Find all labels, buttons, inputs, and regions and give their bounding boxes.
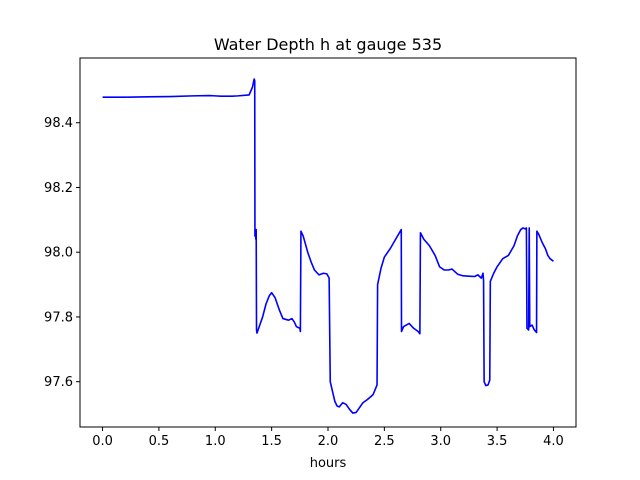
x-tick-label: 2.5 [374,434,395,449]
x-axis: 0.0 0.5 1.0 1.5 2.0 2.5 3.0 3.5 4.0 [92,427,564,449]
x-tick-label: 1.5 [261,434,282,449]
y-tick-label: 98.0 [44,246,73,261]
x-tick-label: 4.0 [543,434,564,449]
plot-area [102,78,554,414]
y-tick-label: 98.2 [44,181,73,196]
y-axis: 97.6 97.8 98.0 98.2 98.4 [44,116,80,390]
y-tick-label: 98.4 [44,116,73,131]
x-tick-label: 3.5 [487,434,508,449]
chart-title: Water Depth h at gauge 535 [214,35,442,54]
series-line-0 [102,78,554,414]
x-axis-label: hours [310,456,347,471]
y-tick-label: 97.6 [44,375,73,390]
y-tick-label: 97.8 [44,310,73,325]
x-tick-label: 0.5 [149,434,170,449]
axes-frame [79,57,577,428]
x-tick-label: 0.0 [92,434,113,449]
x-tick-label: 3.0 [430,434,451,449]
x-tick-label: 1.0 [205,434,226,449]
x-tick-label: 2.0 [318,434,339,449]
